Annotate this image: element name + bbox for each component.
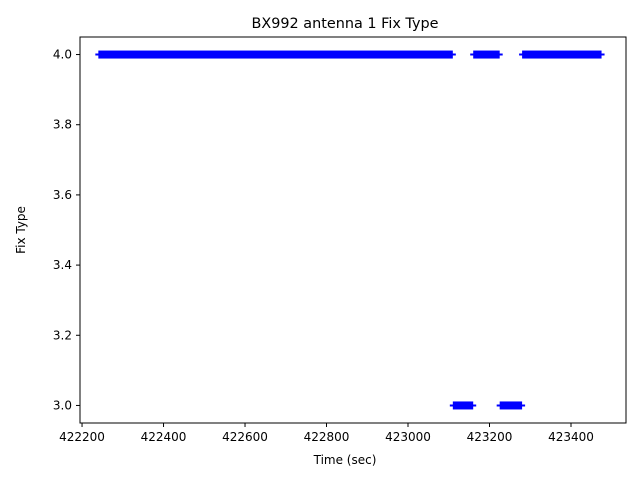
x-tick-label: 422400 [141, 430, 187, 444]
chart-title: BX992 antenna 1 Fix Type [252, 16, 439, 32]
x-tick-label: 423000 [385, 430, 431, 444]
x-tick-label: 423200 [467, 430, 513, 444]
x-axis-ticks: 422200 422400 422600 422800 423000 423200 4234… [59, 423, 594, 444]
x-tick-label: 422200 [59, 430, 105, 444]
y-axis-label: Fix Type [14, 206, 28, 254]
y-tick-label: 3.6 [53, 188, 72, 202]
x-tick-label: 422600 [222, 430, 268, 444]
y-tick-label: 3.8 [53, 118, 72, 132]
fix-type-marker-band [473, 50, 500, 59]
fix-type-marker-band [452, 401, 474, 410]
fix-type-marker-band [522, 50, 602, 59]
fix-type-marker-band [499, 401, 523, 410]
y-tick-label: 3.0 [53, 398, 72, 412]
x-tick-label: 423400 [548, 430, 594, 444]
y-tick-label: 4.0 [53, 48, 72, 62]
x-tick-label: 422800 [304, 430, 350, 444]
y-tick-label: 3.2 [53, 328, 72, 342]
fix-type-marker-band [98, 50, 453, 59]
plot-marks [95, 50, 605, 410]
y-tick-label: 3.4 [53, 258, 72, 272]
y-axis-ticks: 3.0 3.2 3.4 3.6 3.8 4.0 [53, 48, 80, 412]
plot-frame [79, 36, 627, 424]
x-axis-label: Time (sec) [313, 453, 377, 467]
